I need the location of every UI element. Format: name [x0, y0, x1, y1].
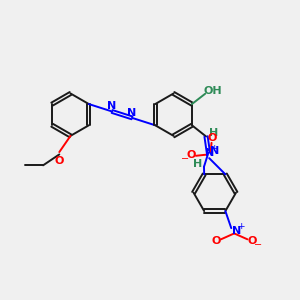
Text: +: + — [237, 222, 244, 231]
Text: N: N — [128, 107, 136, 118]
Text: H: H — [193, 159, 202, 170]
Text: −: − — [254, 240, 262, 250]
Text: −: − — [181, 154, 189, 164]
Text: O: O — [207, 133, 217, 142]
Text: N: N — [107, 101, 117, 111]
Text: N: N — [205, 148, 214, 158]
Text: OH: OH — [203, 86, 222, 96]
Text: H: H — [209, 128, 218, 138]
Text: O: O — [248, 236, 257, 246]
Text: O: O — [212, 236, 221, 246]
Text: N: N — [232, 226, 241, 236]
Text: +: + — [210, 144, 218, 153]
Text: O: O — [187, 150, 196, 160]
Text: O: O — [55, 157, 64, 166]
Text: N: N — [210, 146, 220, 156]
